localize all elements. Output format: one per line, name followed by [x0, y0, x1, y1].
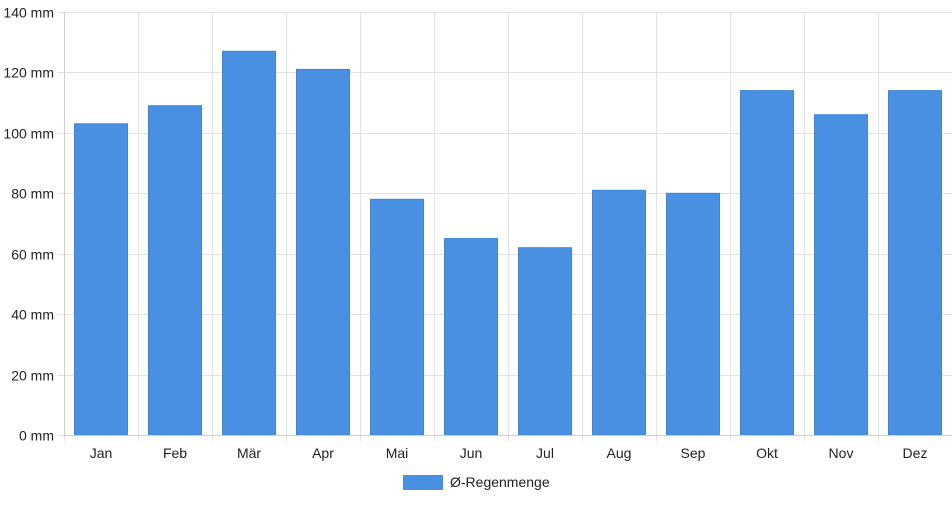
bar-aug[interactable] — [592, 189, 646, 436]
x-tick-label: Nov — [829, 445, 854, 461]
y-tick-label: 80 mm — [11, 186, 54, 202]
bar-okt[interactable] — [740, 90, 794, 436]
bar-feb[interactable] — [148, 105, 202, 436]
bars-layer — [74, 50, 942, 436]
bar-jun[interactable] — [444, 238, 498, 436]
bar-jan[interactable] — [74, 123, 128, 436]
axis-layer: 0 mm 20 mm 40 mm 60 mm 80 mm 100 mm 120 mm 140 … — [3, 5, 952, 461]
x-tick-label: Mai — [386, 445, 409, 461]
x-tick-label: Sep — [681, 445, 706, 461]
bar-nov[interactable] — [814, 114, 868, 436]
x-tick-label: Jan — [90, 445, 113, 461]
y-tick-label: 0 mm — [19, 428, 54, 444]
y-tick-label: 40 mm — [11, 307, 54, 323]
bar-mai[interactable] — [370, 198, 424, 436]
legend-label: Ø-Regenmenge — [450, 474, 550, 490]
y-tick-label: 120 mm — [3, 65, 54, 81]
bar-apr[interactable] — [296, 68, 350, 436]
x-tick-label: Okt — [756, 445, 778, 461]
y-tick-label: 20 mm — [11, 368, 54, 384]
bar-sep[interactable] — [666, 192, 720, 436]
x-tick-label: Feb — [163, 445, 187, 461]
x-tick-label: Jul — [536, 445, 554, 461]
chart-legend[interactable]: Ø-Regenmenge — [403, 474, 550, 490]
x-tick-label: Dez — [903, 445, 928, 461]
legend-swatch — [403, 475, 443, 490]
x-tick-label: Mär — [237, 445, 261, 461]
x-tick-label: Aug — [607, 445, 632, 461]
x-tick-label: Jun — [460, 445, 483, 461]
y-tick-label: 60 mm — [11, 247, 54, 263]
x-tick-label: Apr — [312, 445, 334, 461]
bar-jul[interactable] — [518, 247, 572, 436]
grid-layer — [58, 12, 952, 441]
y-tick-label: 100 mm — [3, 126, 54, 142]
y-tick-label: 140 mm — [3, 5, 54, 21]
bar-mär[interactable] — [222, 50, 276, 436]
bar-dez[interactable] — [888, 90, 942, 436]
